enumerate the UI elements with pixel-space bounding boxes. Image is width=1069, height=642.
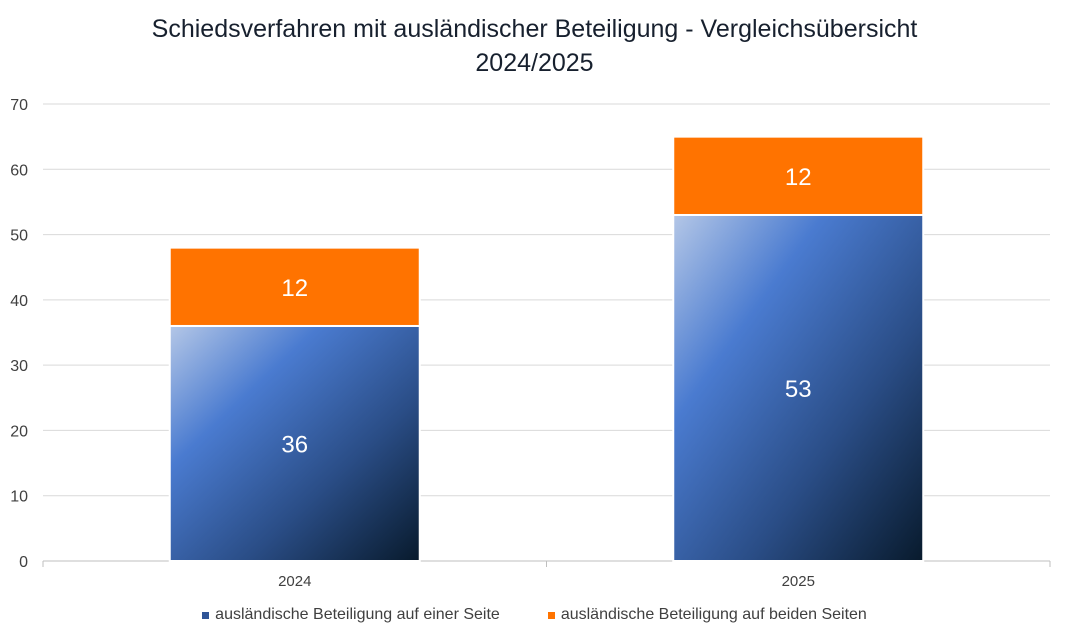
y-tick-label-50: 50 xyxy=(10,228,28,245)
legend-item-both-sides[interactable]: ausländische Beteiligung auf beiden Seit… xyxy=(547,606,867,624)
bar-2025-series-0 xyxy=(672,213,925,562)
y-tick-label-30: 30 xyxy=(10,358,28,375)
bar-2024-series-0 xyxy=(168,324,421,562)
bar-2025-series-1 xyxy=(672,135,925,216)
data-label-2025-series-1: 12 xyxy=(785,164,812,191)
data-label-2024-series-1: 12 xyxy=(281,275,308,302)
chart-title-line-1: Schiedsverfahren mit ausländischer Betei… xyxy=(151,15,918,43)
legend-label-both-sides: ausländische Beteiligung auf beiden Seit… xyxy=(560,606,867,623)
y-tick-label-20: 20 xyxy=(10,423,28,440)
legend-swatch-one-side xyxy=(202,611,210,619)
x-tick-label-2024: 2024 xyxy=(278,573,311,590)
legend: ausländische Beteiligung auf einer Seite… xyxy=(0,606,1069,624)
y-tick-label-0: 0 xyxy=(19,554,28,571)
legend-item-one-side[interactable]: ausländische Beteiligung auf einer Seite xyxy=(202,606,500,624)
x-tick-label-2025: 2025 xyxy=(782,573,815,590)
y-tick-label-60: 60 xyxy=(10,162,28,179)
legend-label-one-side: ausländische Beteiligung auf einer Seite xyxy=(215,606,500,623)
data-label-2024-series-0: 36 xyxy=(281,431,308,458)
y-tick-label-10: 10 xyxy=(10,489,28,506)
y-tick-label-70: 70 xyxy=(10,97,28,114)
data-label-2025-series-0: 53 xyxy=(785,376,812,403)
y-tick-label-40: 40 xyxy=(10,293,28,310)
chart-title: Schiedsverfahren mit ausländischer Betei… xyxy=(0,12,1069,80)
bars xyxy=(168,135,925,562)
legend-swatch-both-sides xyxy=(547,611,555,619)
axis-labels: 0 10 20 30 40 50 60 70 36 12 2024 53 12 2025 xyxy=(10,97,815,590)
bar-2024-series-1 xyxy=(168,246,421,327)
chart-title-line-2: 2024/2025 xyxy=(475,49,594,77)
